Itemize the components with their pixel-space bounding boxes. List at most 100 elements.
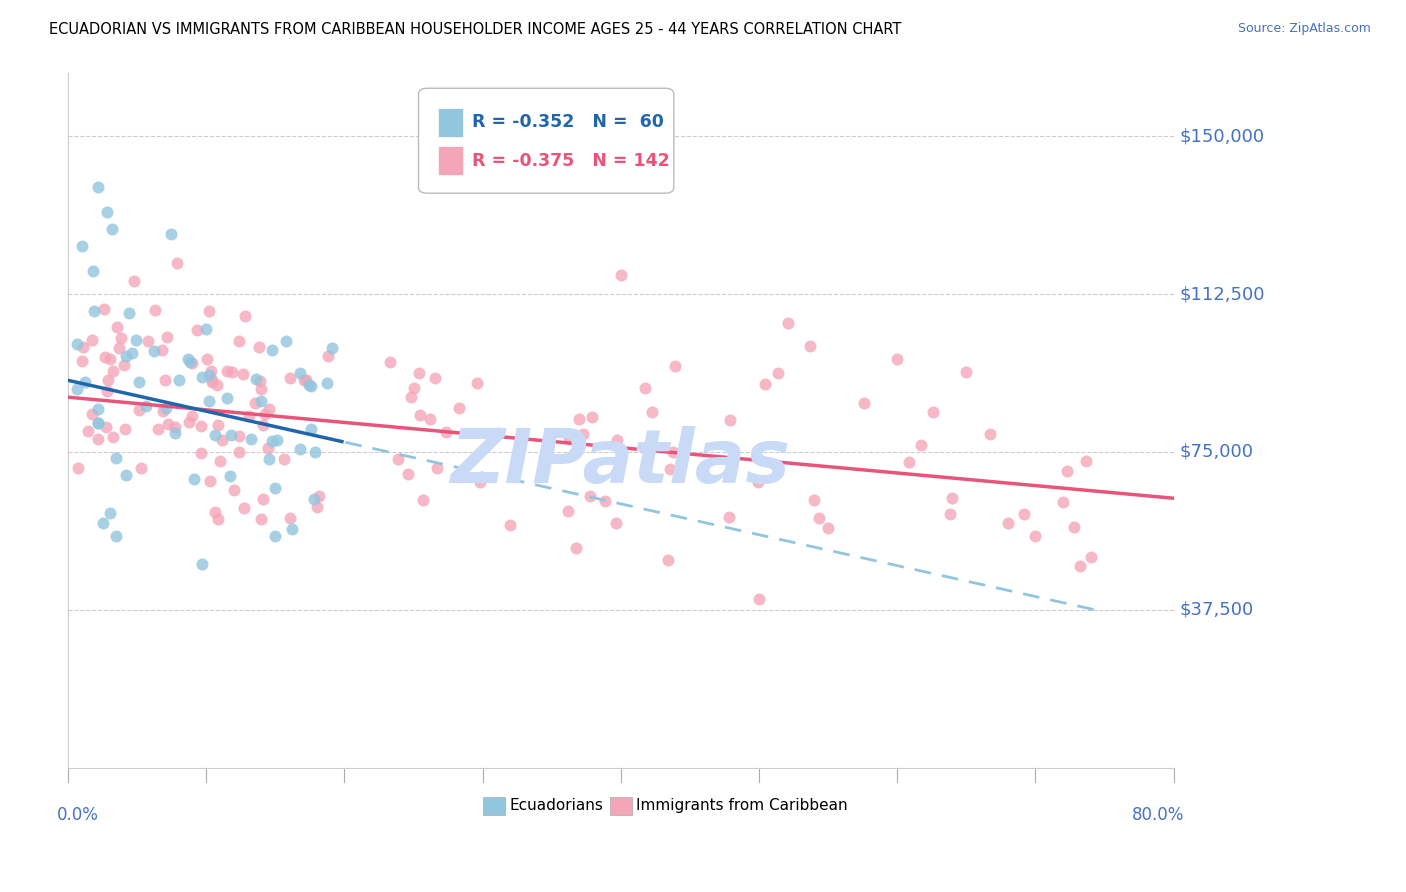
Point: [486, 425, 509, 440]
Point: [66, 382, 89, 396]
Point: [77, 425, 100, 439]
Point: [250, 382, 273, 396]
Point: [939, 507, 962, 521]
Point: [253, 408, 276, 422]
Text: $37,500: $37,500: [1180, 601, 1253, 619]
Point: [233, 309, 256, 323]
Point: [101, 430, 124, 444]
Point: [198, 304, 221, 318]
Text: $150,000: $150,000: [1180, 128, 1264, 145]
Point: [104, 450, 127, 465]
Point: [228, 334, 250, 348]
Point: [748, 592, 770, 607]
Point: [204, 505, 226, 519]
Point: [610, 268, 633, 282]
Point: [86, 402, 108, 417]
Point: [658, 461, 681, 475]
Text: R = -0.375   N = 142: R = -0.375 N = 142: [471, 152, 669, 169]
Point: [152, 404, 174, 418]
Point: [754, 377, 776, 392]
Point: [105, 320, 128, 334]
Text: $75,000: $75,000: [1180, 443, 1253, 461]
Point: [191, 370, 214, 384]
Point: [579, 489, 602, 503]
Point: [799, 339, 821, 353]
Point: [204, 427, 226, 442]
Point: [266, 434, 288, 448]
Point: [166, 256, 188, 270]
Point: [292, 373, 315, 387]
Point: [198, 474, 221, 488]
Text: 80.0%: 80.0%: [1132, 805, 1185, 824]
Point: [112, 358, 135, 372]
Point: [232, 367, 254, 381]
Point: [115, 349, 138, 363]
Point: [94, 350, 117, 364]
Point: [304, 445, 326, 459]
Point: [70, 238, 93, 252]
Point: [436, 425, 458, 440]
Point: [979, 426, 1001, 441]
Point: [221, 365, 243, 379]
Point: [122, 274, 145, 288]
Point: [1069, 558, 1091, 573]
Point: [593, 494, 616, 508]
Point: [396, 467, 419, 481]
Point: [195, 322, 218, 336]
Point: [766, 366, 789, 380]
Point: [91, 516, 114, 531]
Text: $112,500: $112,500: [1180, 285, 1264, 303]
Text: Ecuadorians: Ecuadorians: [509, 798, 603, 814]
Point: [298, 377, 321, 392]
Point: [186, 323, 208, 337]
Point: [252, 492, 274, 507]
Point: [228, 428, 250, 442]
Point: [1080, 550, 1102, 565]
Point: [409, 408, 432, 422]
Point: [108, 341, 131, 355]
Point: [778, 317, 800, 331]
Point: [211, 433, 233, 447]
Point: [657, 552, 679, 566]
Point: [387, 452, 409, 467]
Point: [232, 501, 254, 516]
Bar: [610, 797, 631, 815]
Point: [426, 460, 449, 475]
Point: [200, 373, 222, 387]
Point: [245, 372, 267, 386]
Point: [82, 408, 104, 422]
Point: [401, 390, 423, 404]
Point: [247, 340, 270, 354]
Point: [179, 355, 201, 369]
Point: [218, 468, 240, 483]
Point: [98, 352, 121, 367]
Point: [180, 356, 202, 370]
Point: [87, 416, 110, 430]
Bar: [439, 146, 463, 175]
Point: [717, 510, 740, 524]
Point: [228, 445, 250, 459]
Point: [163, 425, 186, 440]
Point: [910, 438, 932, 452]
Point: [195, 352, 218, 367]
Point: [205, 377, 228, 392]
Point: [87, 416, 110, 430]
Point: [581, 409, 603, 424]
Point: [1063, 519, 1085, 533]
Point: [240, 432, 263, 446]
Point: [565, 541, 588, 555]
Point: [217, 363, 239, 377]
Point: [155, 401, 177, 416]
Text: ECUADORIAN VS IMMIGRANTS FROM CARIBBEAN HOUSEHOLDER INCOME AGES 25 - 44 YEARS CO: ECUADORIAN VS IMMIGRANTS FROM CARIBBEAN …: [49, 22, 901, 37]
Point: [853, 396, 876, 410]
Point: [1024, 529, 1046, 543]
Point: [142, 344, 165, 359]
Point: [278, 510, 301, 524]
Point: [98, 506, 121, 520]
Point: [152, 343, 174, 357]
Point: [664, 359, 686, 373]
Point: [180, 409, 202, 424]
Point: [299, 379, 322, 393]
Point: [941, 491, 963, 505]
Point: [65, 336, 87, 351]
